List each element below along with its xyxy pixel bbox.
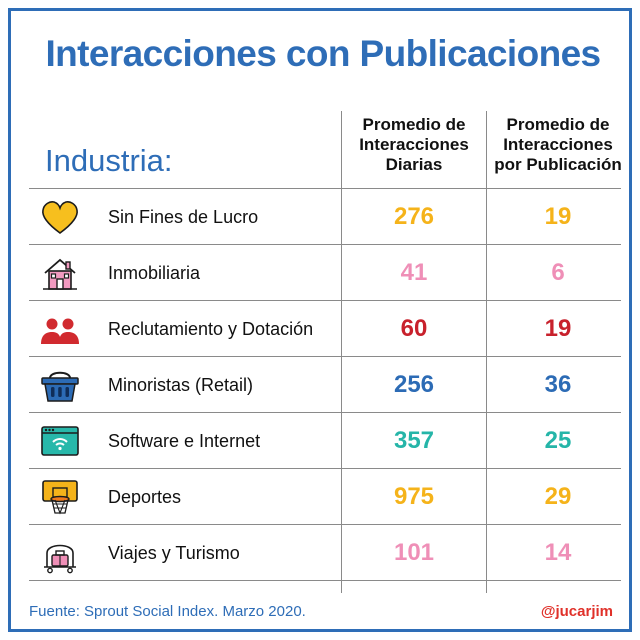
browser-wifi-icon (39, 421, 81, 463)
row-divider (29, 468, 621, 469)
table-row: Reclutamiento y Dotación 60 19 (11, 301, 635, 357)
basketball-hoop-icon (39, 477, 81, 519)
column-divider (486, 111, 487, 593)
row-divider (29, 356, 621, 357)
infographic-frame: Interacciones con Publicaciones Industri… (8, 8, 632, 632)
luggage-cart-icon (39, 533, 81, 575)
per-post-interactions-value: 6 (551, 259, 565, 286)
daily-interactions-value: 41 (400, 259, 428, 286)
industry-name: Inmobiliaria (108, 263, 201, 283)
per-post-column-header: Promedio de Interacciones por Publicació… (487, 115, 629, 175)
table-row: Deportes 975 29 (11, 469, 635, 525)
row-divider (29, 412, 621, 413)
house-icon (39, 253, 81, 295)
per-post-interactions-value: 19 (544, 203, 572, 230)
daily-interactions-value: 276 (393, 203, 435, 230)
row-divider (29, 300, 621, 301)
industry-name: Minoristas (Retail) (108, 375, 254, 395)
daily-header-line: Interacciones (359, 135, 469, 154)
per-post-interactions-value: 29 (544, 483, 572, 510)
daily-interactions-value: 975 (393, 483, 435, 510)
people-icon (39, 309, 81, 351)
table-row: Software e Internet 357 25 (11, 413, 635, 469)
row-divider (29, 580, 621, 581)
per-post-header-line: por Publicación (494, 155, 622, 174)
heart-icon (39, 197, 81, 239)
per-post-interactions-value: 14 (544, 539, 572, 566)
daily-interactions-value: 357 (393, 427, 435, 454)
per-post-header-line: Interacciones (503, 135, 613, 154)
daily-column-header: Promedio de Interacciones Diarias (343, 115, 485, 175)
industry-name: Deportes (108, 487, 182, 507)
column-divider (341, 111, 342, 593)
table-row: Inmobiliaria 41 6 (11, 245, 635, 301)
daily-interactions-value: 60 (400, 315, 428, 342)
author-handle: @jucarjim (540, 603, 613, 620)
industry-column-label: Industria: (45, 143, 173, 178)
per-post-interactions-value: 25 (544, 427, 572, 454)
row-divider (29, 188, 621, 189)
source-note: Fuente: Sprout Social Index. Marzo 2020. (29, 603, 306, 620)
basket-icon (39, 365, 81, 407)
industry-name: Software e Internet (108, 431, 261, 451)
table-row: Sin Fines de Lucro 276 19 (11, 189, 635, 245)
daily-header-line: Diarias (385, 155, 443, 174)
table-row: Minoristas (Retail) 256 36 (11, 357, 635, 413)
row-divider (29, 524, 621, 525)
page-title: Interacciones con Publicaciones (45, 33, 601, 74)
daily-interactions-value: 101 (393, 539, 435, 566)
industry-name: Sin Fines de Lucro (108, 207, 259, 227)
industry-name: Reclutamiento y Dotación (108, 319, 314, 339)
daily-header-line: Promedio de (362, 115, 466, 134)
per-post-interactions-value: 36 (544, 371, 572, 398)
per-post-interactions-value: 19 (544, 315, 572, 342)
per-post-header-line: Promedio de (506, 115, 610, 134)
row-divider (29, 244, 621, 245)
industry-name: Viajes y Turismo (108, 543, 240, 563)
table-row: Viajes y Turismo 101 14 (11, 525, 635, 581)
daily-interactions-value: 256 (393, 371, 435, 398)
